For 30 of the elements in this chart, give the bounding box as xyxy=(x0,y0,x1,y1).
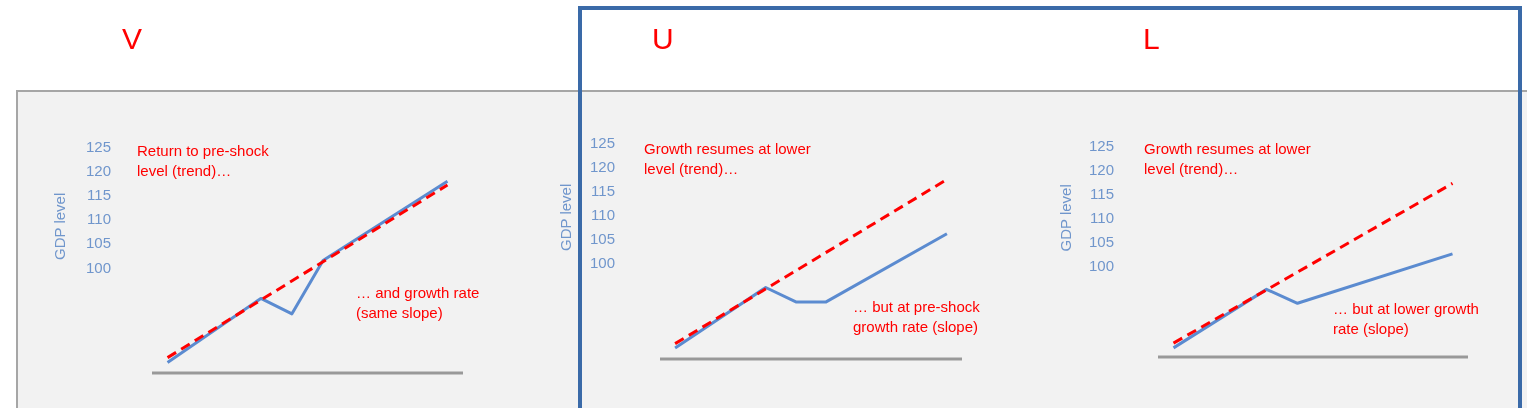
y-tick-label: 125 xyxy=(589,134,615,152)
y-tick-label: 125 xyxy=(1088,137,1114,155)
y-tick-label: 110 xyxy=(86,210,111,228)
y-tick-label: 120 xyxy=(1088,161,1114,179)
y-tick-label: 120 xyxy=(589,158,615,176)
y-tick-label: 120 xyxy=(85,162,111,180)
annotation: Return to pre-shock level (trend)… xyxy=(137,141,270,181)
y-tick-label: 115 xyxy=(86,186,111,204)
y-tick-label: 115 xyxy=(1089,185,1114,203)
y-axis-title: GDP level xyxy=(557,183,575,251)
annotation: … but at pre-shock growth rate (slope) xyxy=(853,297,981,337)
y-tick-label: 100 xyxy=(85,258,111,276)
annotation: … but at lower growth rate (slope) xyxy=(1333,299,1480,339)
chart-title: L xyxy=(1143,22,1160,56)
y-tick-label: 105 xyxy=(589,230,615,248)
y-tick-label: 105 xyxy=(85,234,111,252)
annotation: Growth resumes at lower level (trend)… xyxy=(1144,139,1312,179)
annotation: … and growth rate (same slope) xyxy=(356,283,481,323)
annotation: Growth resumes at lower level (trend)… xyxy=(644,139,812,179)
y-axis-title: GDP level xyxy=(50,192,68,260)
y-tick-label: 125 xyxy=(85,138,111,156)
y-tick-label: 115 xyxy=(591,182,615,200)
chart-title: V xyxy=(122,22,143,56)
chart-title: U xyxy=(652,22,674,56)
y-tick-label: 100 xyxy=(589,254,615,272)
y-tick-label: 110 xyxy=(1089,209,1114,227)
y-tick-label: 110 xyxy=(591,206,615,224)
y-tick-label: 105 xyxy=(1088,233,1114,251)
y-axis-title: GDP level xyxy=(1056,184,1074,252)
y-tick-label: 100 xyxy=(1088,257,1114,275)
